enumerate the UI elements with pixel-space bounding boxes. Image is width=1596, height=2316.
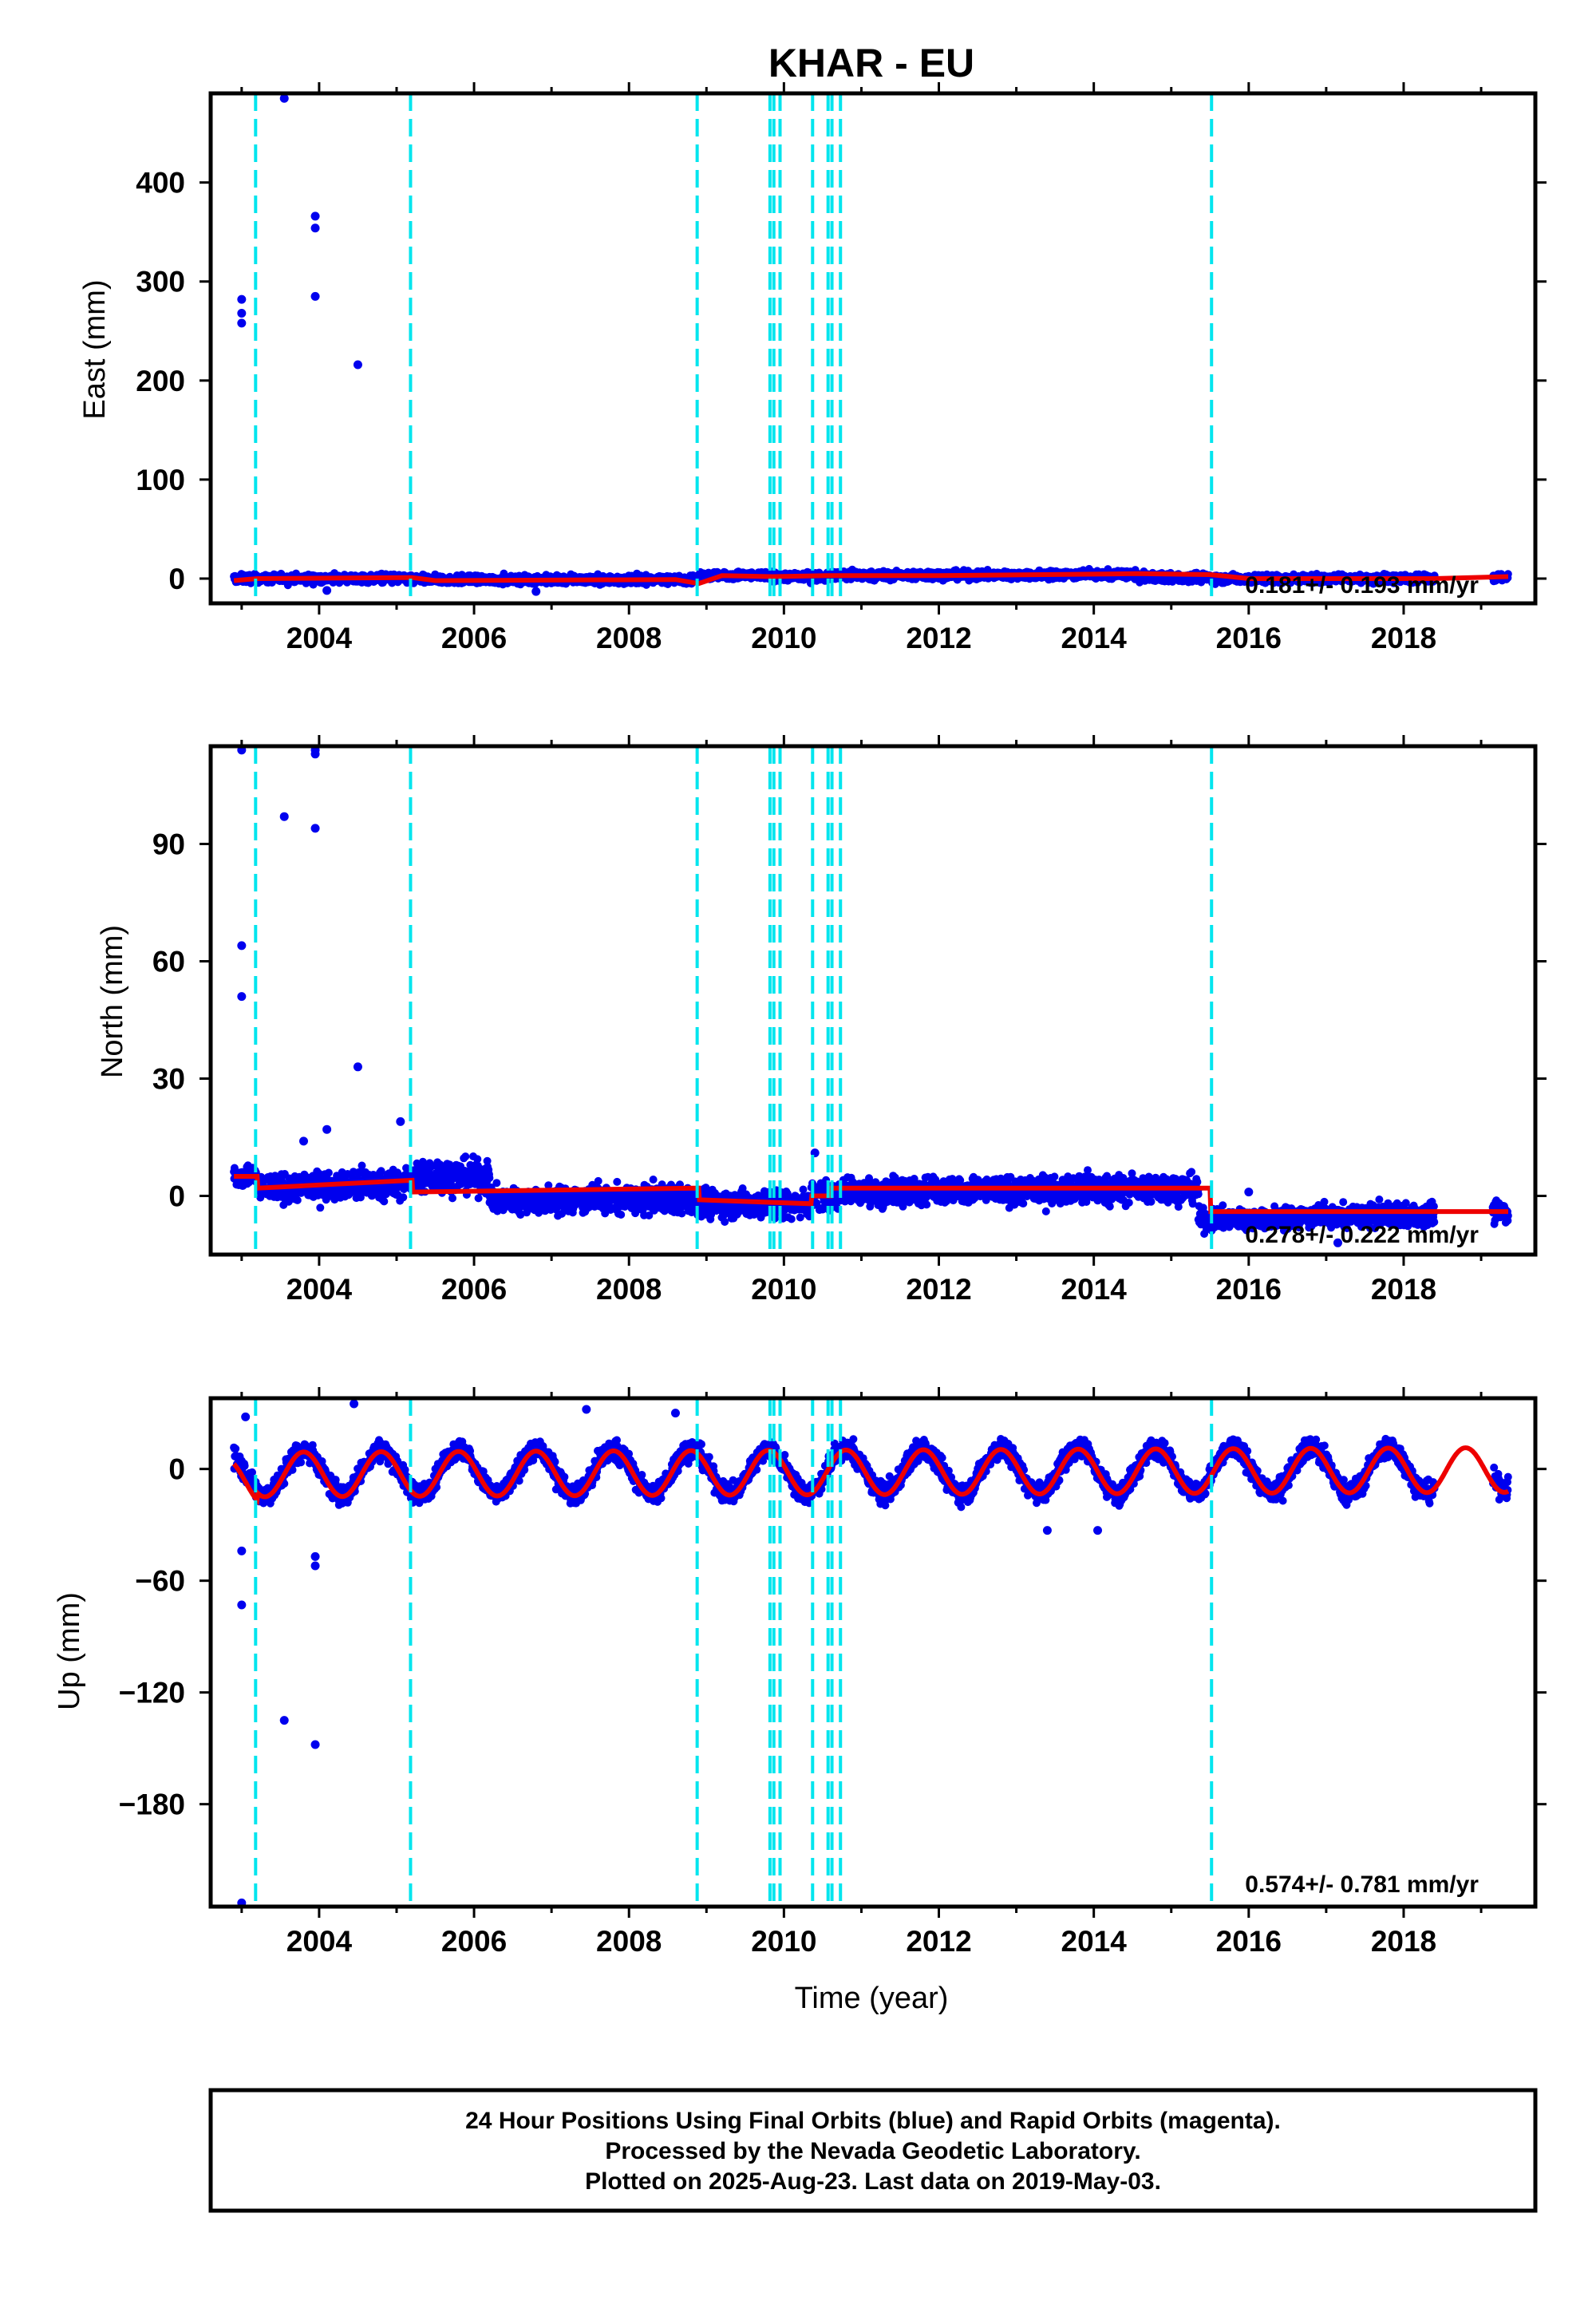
data-point (380, 1197, 389, 1206)
east-model-line (233, 571, 1509, 587)
east-panel: 2004 2006 2008 2010 2012 2014 2016 2018 0 100 200 3… (78, 82, 1547, 654)
x-tick-label: 2018 (1371, 622, 1436, 654)
y-tick-label: 200 (136, 365, 185, 397)
outlier-point (310, 211, 320, 221)
outlier-point (237, 294, 247, 304)
data-point (617, 1211, 626, 1219)
data-point (721, 1218, 729, 1226)
data-point (316, 1203, 325, 1212)
x-tick-label: 2014 (1061, 622, 1128, 654)
x-tick-label: 2004 (286, 622, 353, 654)
east-rate-label: 0.181+/- 0.193 mm/yr (1245, 572, 1479, 599)
data-point (613, 1177, 622, 1186)
outlier-point (279, 93, 289, 103)
data-point (474, 1194, 483, 1203)
data-point (645, 1211, 654, 1219)
data-point (485, 1174, 494, 1182)
data-point (594, 1176, 602, 1185)
data-point (461, 1152, 470, 1161)
east-frame (208, 91, 1538, 606)
data-point (356, 1193, 365, 1202)
north-data-points (230, 746, 1512, 1247)
data-point (544, 1181, 553, 1190)
east-data-points (230, 93, 1512, 596)
east-plot-area: 2004 2006 2008 2010 2012 2014 2016 2018 0 100 200 3… (136, 82, 1547, 654)
x-tick-label: 2008 (596, 622, 662, 654)
outlier-point (531, 587, 541, 596)
outlier-point (322, 586, 332, 595)
x-tick-label: 2010 (751, 622, 816, 654)
data-point (483, 1156, 492, 1165)
outlier-point (310, 291, 320, 301)
x-tick-label: 2006 (441, 622, 507, 654)
data-point (678, 1209, 686, 1218)
data-point (324, 1168, 333, 1177)
data-point (399, 1193, 408, 1202)
data-point (293, 1196, 302, 1204)
outlier-point (310, 223, 320, 233)
data-point (377, 1167, 385, 1176)
data-point (492, 1179, 501, 1188)
y-tick-label: 0 (168, 563, 185, 595)
data-point (402, 1164, 410, 1172)
x-tick-label: 2012 (906, 622, 971, 654)
y-tick-label: 100 (136, 464, 185, 496)
data-point (738, 1184, 747, 1192)
x-tick-label: 2016 (1216, 622, 1282, 654)
east-axis-label: East (mm) (78, 279, 112, 419)
y-tick-label: 300 (136, 266, 185, 298)
outlier-point (237, 318, 247, 328)
north-panel: 2004 2006 2008 2010 2012 2014 2016 20180306090 … (96, 735, 1547, 1306)
data-point (473, 1155, 482, 1164)
outlier-point (353, 360, 362, 370)
data-point (516, 1211, 525, 1219)
y-tick-label: 400 (136, 167, 185, 200)
outlier-point (237, 308, 247, 318)
data-point (448, 1194, 456, 1203)
chart-title: KHAR - EU (768, 41, 974, 85)
data-point (358, 1161, 366, 1170)
data-point (649, 1176, 658, 1184)
